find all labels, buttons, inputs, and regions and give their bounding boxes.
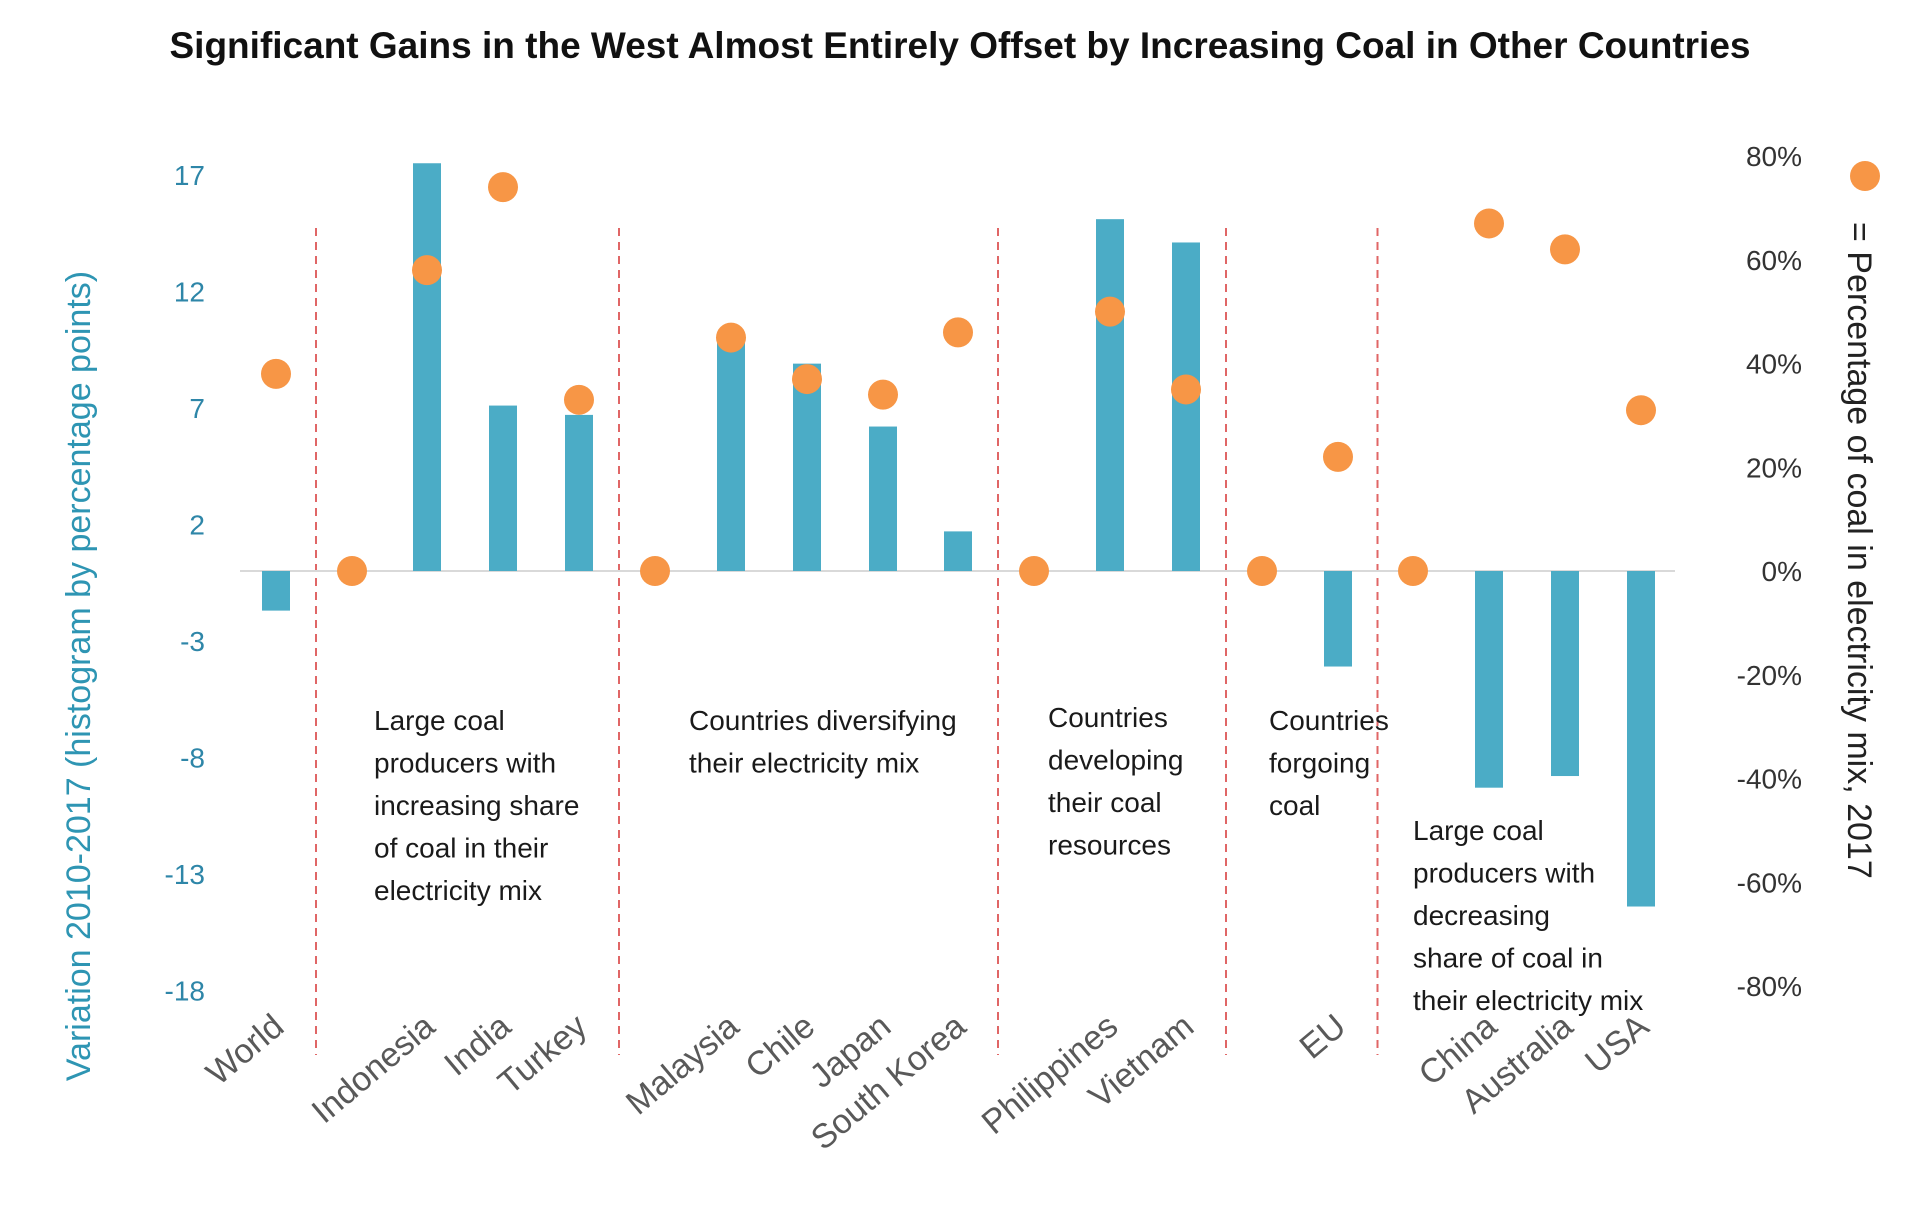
y-tick-right: 20% bbox=[1746, 452, 1802, 483]
bar-eu bbox=[1324, 571, 1352, 667]
legend-dot-marker bbox=[1850, 161, 1880, 191]
y-tick-right: 0% bbox=[1762, 556, 1802, 587]
y-tick-left: -13 bbox=[165, 859, 205, 890]
dot-malaysia bbox=[716, 322, 746, 353]
right-axis-ticks: 80% 60% 40% 20% 0% -20% -40% -60% -80% bbox=[1737, 141, 1802, 1002]
x-tick-indonesia: Indonesia bbox=[305, 1007, 442, 1131]
x-tick-usa: USA bbox=[1578, 1007, 1656, 1081]
y-tick-left: 7 bbox=[189, 393, 205, 424]
y-tick-right: -40% bbox=[1737, 764, 1802, 795]
dot-slot-5 bbox=[640, 556, 670, 586]
y-tick-left: 17 bbox=[174, 160, 205, 191]
dot-usa bbox=[1626, 395, 1656, 426]
y-tick-left: 2 bbox=[189, 509, 205, 540]
chart-title: Significant Gains in the West Almost Ent… bbox=[170, 25, 1751, 66]
x-tick-eu: EU bbox=[1293, 1007, 1354, 1066]
dot-australia bbox=[1550, 234, 1580, 265]
y-tick-right: -20% bbox=[1737, 660, 1802, 691]
dot-japan bbox=[868, 379, 898, 410]
bar-turkey bbox=[565, 414, 593, 571]
dot-vietnam bbox=[1171, 374, 1201, 405]
x-tick-world: World bbox=[199, 1007, 291, 1093]
dot-indonesia bbox=[412, 255, 442, 286]
y-tick-left: 12 bbox=[174, 276, 205, 307]
dot-eu bbox=[1323, 441, 1353, 472]
left-axis-ticks: 17 12 7 2 -3 -8 -13 -18 bbox=[165, 160, 205, 1007]
dot-slot-10 bbox=[1019, 556, 1049, 586]
y-tick-left: -18 bbox=[165, 975, 205, 1006]
bar-world bbox=[262, 571, 290, 611]
group-annotation: Large coal producers with increasing share… bbox=[374, 705, 579, 906]
y-tick-right: 40% bbox=[1746, 349, 1802, 380]
group-annotation: Countries developing their coal resources bbox=[1048, 702, 1183, 861]
y-tick-right: -80% bbox=[1737, 971, 1802, 1002]
dot-chile bbox=[792, 364, 822, 395]
y-axis-label-right: = Percentage of coal in electricity mix,… bbox=[1840, 222, 1878, 879]
y-tick-right: 80% bbox=[1746, 141, 1802, 172]
bar-japan bbox=[869, 426, 897, 571]
dot-turkey bbox=[564, 384, 594, 415]
bar-series bbox=[262, 163, 1655, 907]
y-tick-right: -60% bbox=[1737, 867, 1802, 898]
dot-india bbox=[488, 172, 518, 203]
bar-australia bbox=[1551, 571, 1579, 777]
dot-slot-13 bbox=[1247, 556, 1277, 586]
bar-indonesia bbox=[413, 163, 441, 571]
bar-malaysia bbox=[717, 333, 745, 571]
bar-chile bbox=[793, 363, 821, 571]
bar-india bbox=[489, 405, 517, 571]
bar-vietnam bbox=[1172, 242, 1200, 571]
y-tick-left: -8 bbox=[180, 742, 205, 773]
bar-south-korea bbox=[944, 531, 972, 571]
dot-china bbox=[1474, 208, 1504, 239]
bar-philippines bbox=[1096, 219, 1124, 572]
group-dividers bbox=[315, 228, 1379, 1055]
dot-slot-1 bbox=[337, 556, 367, 586]
y-tick-left: -3 bbox=[180, 626, 205, 657]
dot-slot-15 bbox=[1398, 556, 1428, 586]
y-axis-label-left: Variation 2010-2017 (histogram by percen… bbox=[60, 271, 98, 1081]
group-annotations: Large coal producers with increasing share… bbox=[374, 702, 1643, 1016]
group-annotation: Countries diversifying their electricity … bbox=[689, 705, 957, 779]
x-tick-malaysia: Malaysia bbox=[619, 1007, 746, 1122]
bar-usa bbox=[1627, 571, 1655, 907]
dot-series bbox=[261, 172, 1656, 586]
bar-china bbox=[1475, 571, 1503, 788]
dot-world bbox=[261, 358, 291, 389]
dot-philippines bbox=[1095, 296, 1125, 327]
dot-south-korea bbox=[943, 317, 973, 348]
x-tick-turkey: Turkey bbox=[491, 1007, 594, 1102]
group-annotation: Countries forgoing coal bbox=[1269, 705, 1389, 821]
y-tick-right: 60% bbox=[1746, 245, 1802, 276]
group-annotation: Large coal producers with decreasing share … bbox=[1413, 815, 1643, 1016]
